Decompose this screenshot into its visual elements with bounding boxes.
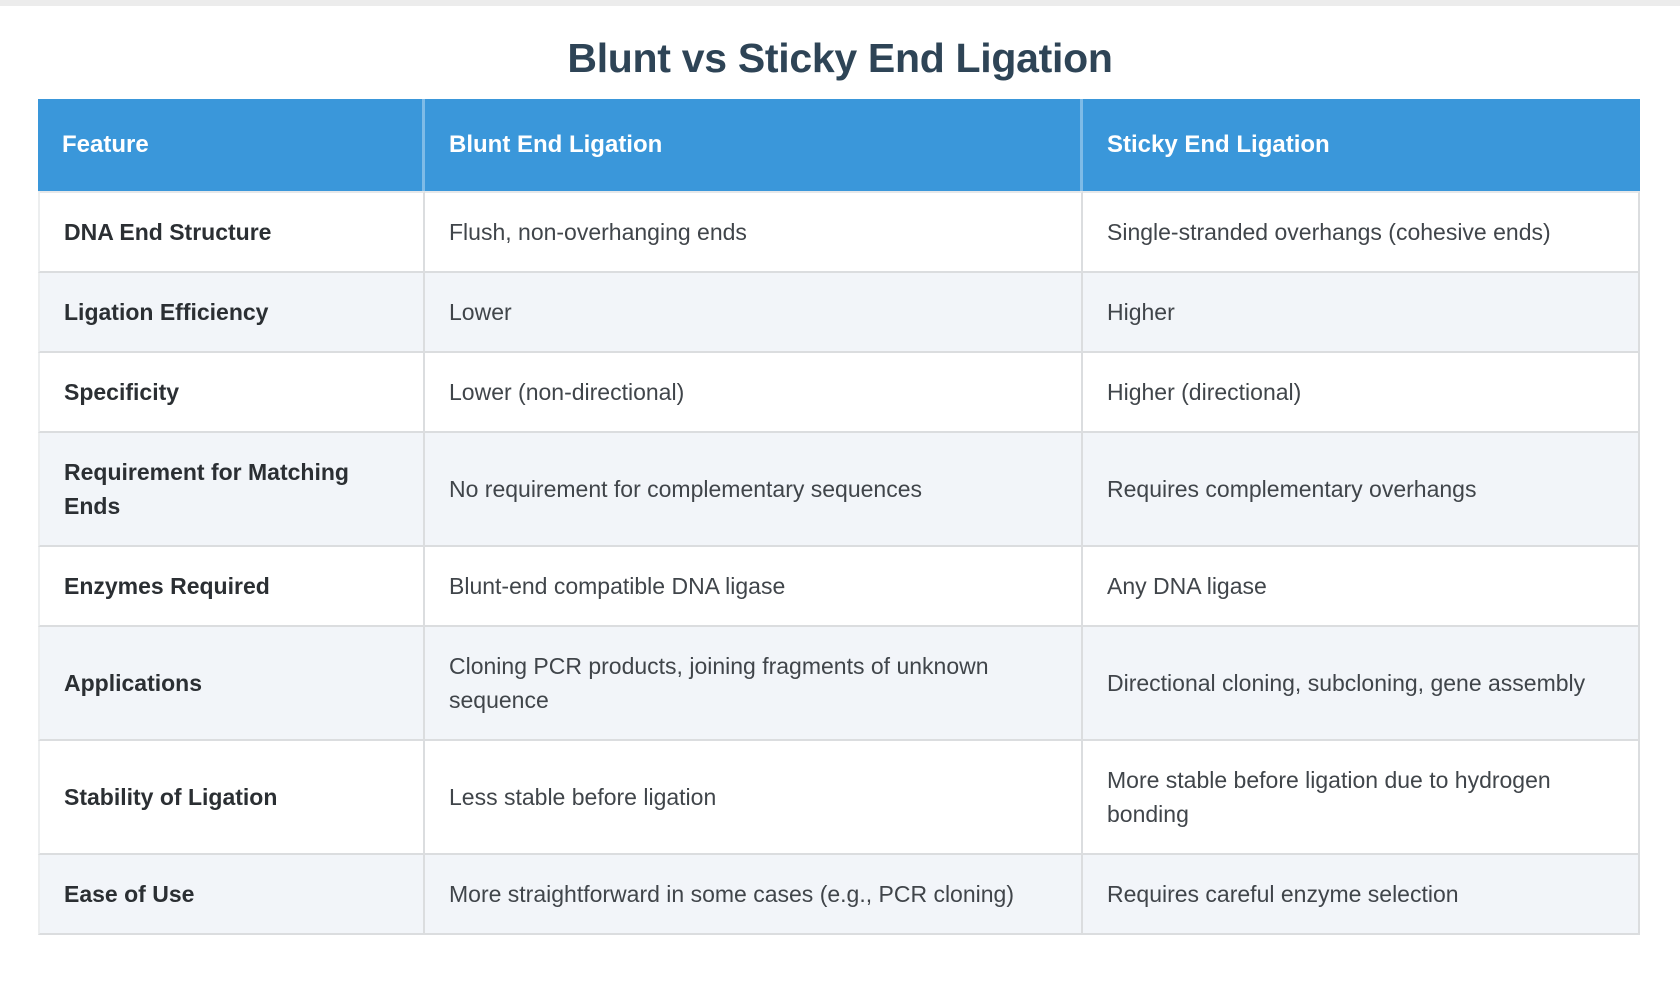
table-row-ligation-efficiency: Ligation Efficiency Lower Higher <box>38 273 1640 353</box>
table-row-stability-of-ligation: Stability of Ligation Less stable before… <box>38 741 1640 855</box>
cell-blunt-value: Cloning PCR products, joining fragments … <box>425 627 1083 741</box>
cell-feature: Requirement for Matching Ends <box>38 433 425 547</box>
comparison-table: Feature Blunt End Ligation Sticky End Li… <box>38 99 1640 935</box>
column-header-blunt-end-ligation: Blunt End Ligation <box>425 99 1083 191</box>
cell-feature: Stability of Ligation <box>38 741 425 855</box>
table-row-enzymes-required: Enzymes Required Blunt-end compatible DN… <box>38 547 1640 627</box>
cell-blunt-value: More straightforward in some cases (e.g.… <box>425 855 1083 935</box>
cell-sticky-value: More stable before ligation due to hydro… <box>1083 741 1640 855</box>
cell-sticky-value: Any DNA ligase <box>1083 547 1640 627</box>
cell-blunt-value: Blunt-end compatible DNA ligase <box>425 547 1083 627</box>
table-row-applications: Applications Cloning PCR products, joini… <box>38 627 1640 741</box>
cell-feature: Ligation Efficiency <box>38 273 425 353</box>
cell-sticky-value: Higher <box>1083 273 1640 353</box>
cell-feature: DNA End Structure <box>38 191 425 273</box>
cell-sticky-value: Directional cloning, subcloning, gene as… <box>1083 627 1640 741</box>
column-header-feature: Feature <box>38 99 425 191</box>
cell-sticky-value: Requires complementary overhangs <box>1083 433 1640 547</box>
cell-sticky-value: Higher (directional) <box>1083 353 1640 433</box>
cell-blunt-value: Lower (non-directional) <box>425 353 1083 433</box>
cell-feature: Applications <box>38 627 425 741</box>
table-row-ease-of-use: Ease of Use More straightforward in some… <box>38 855 1640 935</box>
table-header-row: Feature Blunt End Ligation Sticky End Li… <box>38 99 1640 191</box>
cell-blunt-value: Lower <box>425 273 1083 353</box>
cell-blunt-value: Less stable before ligation <box>425 741 1083 855</box>
table-body: DNA End Structure Flush, non-overhanging… <box>38 191 1640 935</box>
table-row-requirement-for-matching-ends: Requirement for Matching Ends No require… <box>38 433 1640 547</box>
page-top-edge <box>0 0 1680 6</box>
cell-sticky-value: Single-stranded overhangs (cohesive ends… <box>1083 191 1640 273</box>
column-header-sticky-end-ligation: Sticky End Ligation <box>1083 99 1640 191</box>
table-row-dna-end-structure: DNA End Structure Flush, non-overhanging… <box>38 191 1640 273</box>
table-row-specificity: Specificity Lower (non-directional) High… <box>38 353 1640 433</box>
page-title: Blunt vs Sticky End Ligation <box>567 35 1113 81</box>
cell-sticky-value: Requires careful enzyme selection <box>1083 855 1640 935</box>
cell-blunt-value: Flush, non-overhanging ends <box>425 191 1083 273</box>
cell-feature: Ease of Use <box>38 855 425 935</box>
cell-feature: Enzymes Required <box>38 547 425 627</box>
cell-feature: Specificity <box>38 353 425 433</box>
cell-blunt-value: No requirement for complementary sequenc… <box>425 433 1083 547</box>
